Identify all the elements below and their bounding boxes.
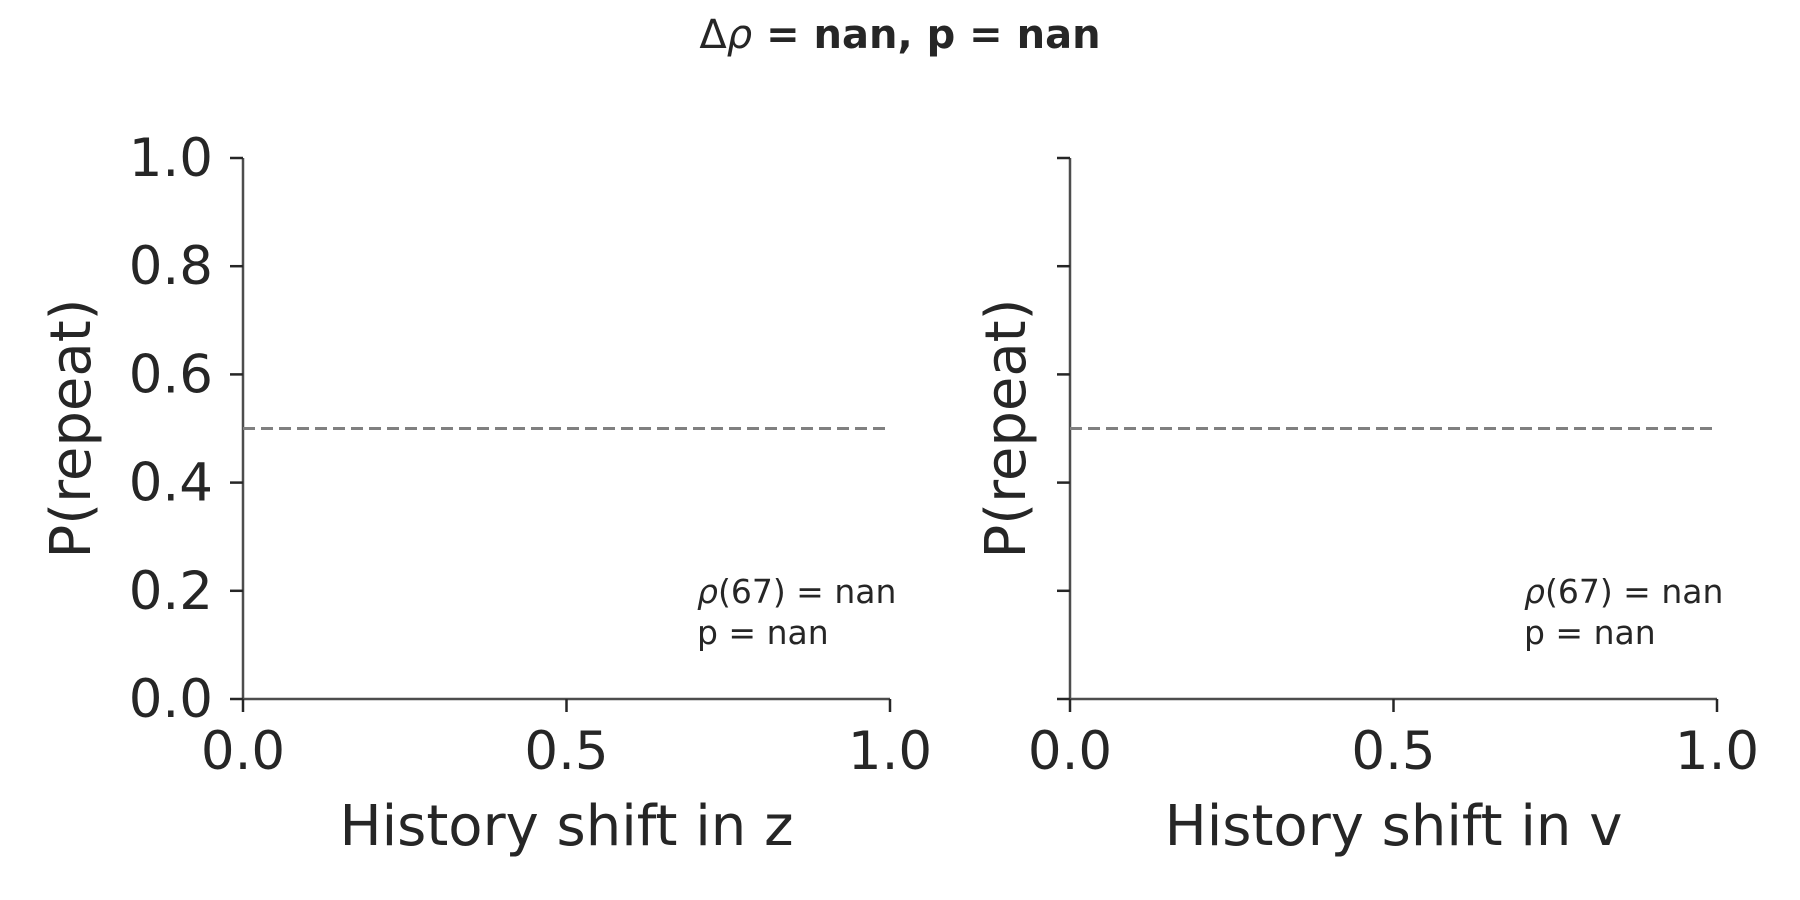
annotation-p-1: p = nan [697,613,829,652]
figure-title: Δρ = nan, p = nan [699,12,1101,58]
y-tick-label: 0.6 [129,344,213,405]
x-axis-label-2: History shift in v [1165,794,1623,859]
y-tick-label: 0.4 [129,453,213,514]
y-axis-label-2: P(repeat) [974,299,1039,559]
x-tick-label: 1.0 [848,721,932,782]
x-tick-label: 0.5 [524,721,608,782]
annotation-rho-2: ρ(67) = nan [1524,572,1723,611]
x-tick-label: 0.0 [201,721,285,782]
y-tick-label: 0.2 [129,561,213,622]
y-tick-label: 0.8 [129,236,213,297]
x-tick-label: 1.0 [1675,721,1759,782]
y-tick-label: 1.0 [129,128,213,189]
annotation-rho-1: ρ(67) = nan [697,572,896,611]
annotation-p-2: p = nan [1524,613,1656,652]
x-axis-label-1: History shift in z [340,794,794,859]
y-axis-label-1: P(repeat) [39,299,104,559]
x-tick-label: 0.5 [1351,721,1435,782]
y-tick-label: 0.0 [129,669,213,730]
x-tick-label: 0.0 [1028,721,1112,782]
